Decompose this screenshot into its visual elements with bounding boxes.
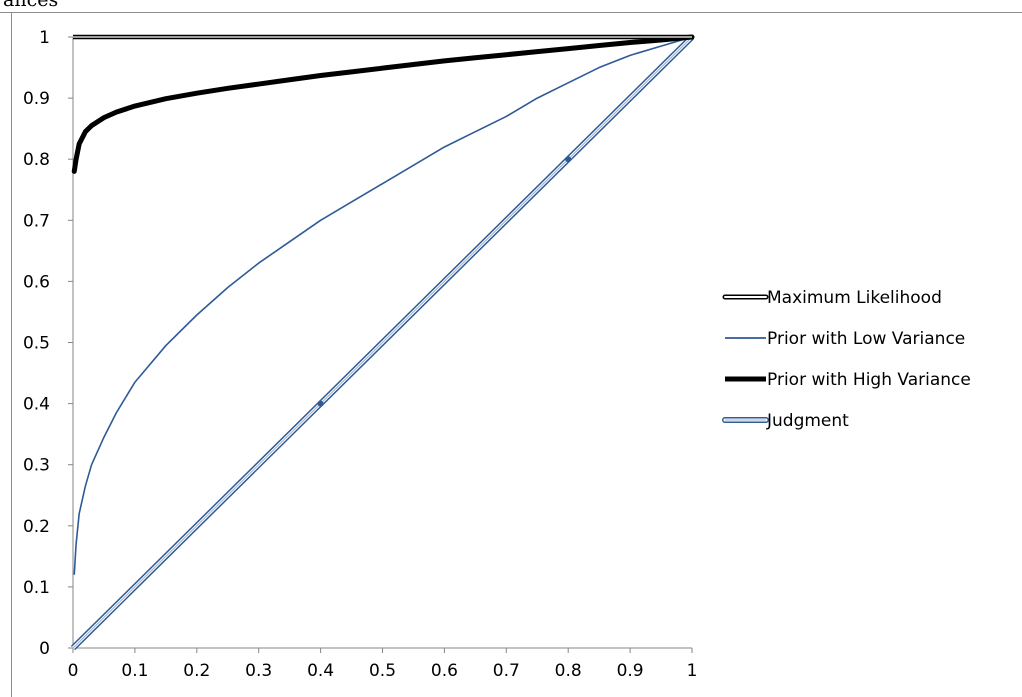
axes: 0 0.1 0.2 0.3 0.4 0.5 0.6 0.7 0.8 0.9 1 0 0.1 0.2 0.3 0… bbox=[23, 28, 697, 681]
x-tick-label: 0.2 bbox=[183, 661, 210, 681]
x-tick-label: 0.8 bbox=[555, 661, 582, 681]
y-tick-label: 0.7 bbox=[23, 211, 50, 231]
legend-prior-with-low-variance-label: Prior with Low Variance bbox=[767, 329, 965, 349]
x-tick-label: 0.1 bbox=[121, 661, 148, 681]
y-tick-label: 0.2 bbox=[23, 517, 50, 537]
y-tick-label: 0.9 bbox=[23, 89, 50, 109]
frame-top-border bbox=[0, 12, 1022, 13]
y-tick-label: 0.8 bbox=[23, 150, 50, 170]
x-tick-label: 1 bbox=[687, 661, 698, 681]
y-tick-label: 1 bbox=[39, 28, 50, 48]
series-judgment-line-inner bbox=[72, 36, 693, 649]
x-tick-label: 0.7 bbox=[493, 661, 520, 681]
y-tick-label: 0.5 bbox=[23, 334, 50, 354]
frame-left-border bbox=[11, 12, 12, 697]
x-tick-label: 0.6 bbox=[431, 661, 458, 681]
y-tick-label: 0.6 bbox=[23, 272, 50, 292]
y-tick-label: 0.4 bbox=[23, 395, 50, 415]
series-judgment-marker bbox=[317, 400, 324, 407]
legend: Maximum Likelihood Prior with Low Varianc… bbox=[722, 288, 971, 431]
x-tick-label: 0.3 bbox=[245, 661, 272, 681]
x-tick-label: 0 bbox=[68, 661, 79, 681]
legend-prior-with-high-variance-label: Prior with High Variance bbox=[767, 370, 971, 390]
y-tick-label: 0.3 bbox=[23, 456, 50, 476]
legend-judgment-label: Judgment bbox=[766, 411, 849, 431]
legend-maximum-likelihood-label: Maximum Likelihood bbox=[767, 288, 942, 308]
caption-fragment: ances bbox=[3, 0, 59, 11]
y-tick-label: 0 bbox=[39, 639, 50, 659]
x-tick-label: 0.9 bbox=[617, 661, 644, 681]
series-prior-with-low-variance-line bbox=[73, 36, 693, 575]
y-tick-label: 0.1 bbox=[23, 578, 50, 598]
series-judgment-marker bbox=[565, 156, 572, 163]
x-tick-label: 0.5 bbox=[369, 661, 396, 681]
plot-area bbox=[70, 34, 695, 651]
x-tick-label: 0.4 bbox=[307, 661, 334, 681]
series-prior-with-high-variance-line bbox=[71, 34, 695, 174]
